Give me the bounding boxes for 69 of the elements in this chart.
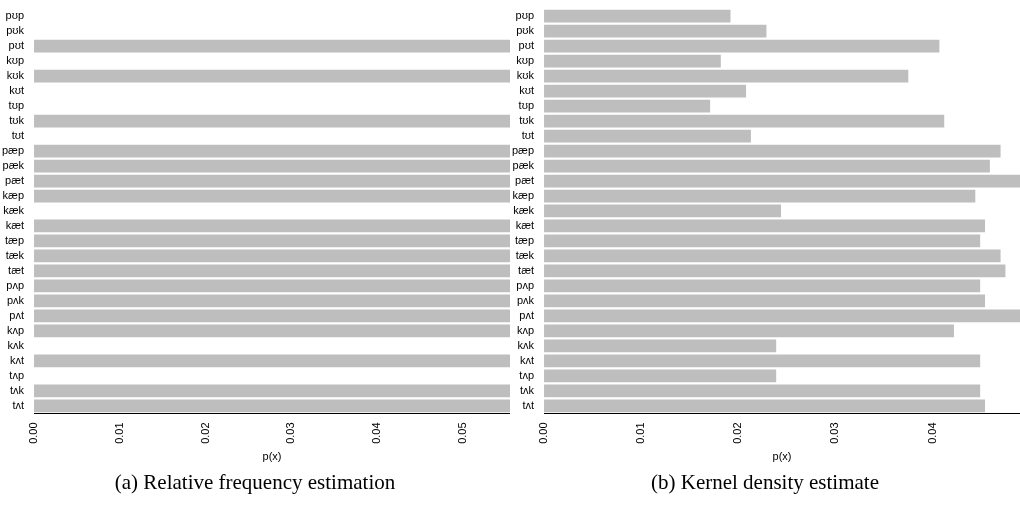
y-tick-label: tʊk — [9, 114, 25, 127]
y-tick-label: kʌk — [517, 338, 535, 351]
y-tick-label: pæp — [511, 144, 535, 157]
x-tick-label: 0.05 — [455, 422, 468, 444]
y-tick-label: tæt — [518, 264, 535, 276]
y-tick-label: pʊk — [6, 24, 25, 37]
y-tick-label: pæt — [515, 174, 535, 187]
text: (b) Kernel density estimate — [650, 470, 880, 495]
y-tick-label: pʌt — [9, 308, 25, 321]
y-tick-label: kæp — [512, 189, 535, 202]
x-tick-label: 0.03 — [828, 422, 841, 444]
y-tick-label: kæt — [5, 219, 25, 232]
y-tick-label: kʊt — [9, 84, 25, 97]
y-tick-label: kʊk — [6, 69, 25, 82]
y-tick-label: tæp — [515, 234, 535, 247]
y-tick-label: tʌt — [12, 398, 25, 411]
y-tick-label: tʌp — [9, 368, 25, 381]
y-tick-label: tʌt — [522, 398, 535, 411]
y-tick-label: pʊp — [5, 9, 25, 22]
y-tick-label: kʊp — [6, 54, 25, 67]
y-tick-label: tʌk — [9, 383, 25, 396]
y-tick-label: pæt — [5, 174, 25, 187]
y-tick-label: kæp — [2, 189, 25, 202]
y-tick-label: kæk — [513, 204, 535, 217]
x-tick-label: 0.02 — [198, 422, 211, 444]
x-tick-label: 0.04 — [925, 422, 938, 444]
y-tick-label: tæt — [8, 264, 25, 276]
y-tick-label: pæk — [2, 159, 25, 172]
y-tick-label: tæk — [515, 249, 535, 261]
y-tick-label: pʌk — [516, 293, 535, 306]
y-tick-label: pʌp — [516, 278, 535, 291]
y-tick-label: kʌk — [7, 338, 25, 351]
y-tick-label: kʊt — [519, 84, 535, 97]
y-tick-label: tʊk — [519, 114, 535, 127]
y-tick-label: pʊp — [515, 9, 535, 22]
x-tick-label: 0.01 — [112, 422, 125, 444]
y-tick-label: kʌt — [9, 353, 25, 366]
y-tick-label: kʌp — [6, 323, 25, 336]
y-tick-label: pʊt — [8, 39, 25, 52]
x-tick-label: 0.00 — [537, 422, 550, 444]
y-tick-label: tʊt — [11, 129, 25, 142]
y-tick-label: kʌt — [519, 353, 535, 366]
y-tick-label: pæp — [1, 144, 25, 157]
y-tick-label: pʌk — [6, 293, 25, 306]
y-tick-label: tʊt — [521, 129, 535, 142]
y-tick-label: tʊp — [8, 99, 25, 112]
y-tick-label: kʌp — [516, 323, 535, 336]
text: (a) Relative frequency estimation — [113, 470, 397, 495]
y-tick-label: kæt — [515, 219, 535, 232]
y-tick-label: tæk — [5, 249, 25, 261]
y-tick-label: kʊp — [516, 54, 535, 67]
x-tick-label: 0.02 — [731, 422, 744, 444]
x-tick-label: 0.00 — [27, 422, 40, 444]
y-tick-label: tʌp — [519, 368, 535, 381]
y-tick-label: pæk — [512, 159, 535, 172]
x-axis-title: p(x) — [262, 450, 282, 463]
x-axis-title: p(x) — [772, 450, 792, 463]
y-tick-label: tʌk — [519, 383, 535, 396]
y-tick-label: tæp — [5, 234, 25, 247]
y-tick-label: pʌp — [6, 278, 25, 291]
y-tick-label: pʊk — [516, 24, 535, 37]
x-tick-label: 0.03 — [284, 422, 297, 444]
x-tick-label: 0.04 — [370, 422, 383, 444]
y-tick-label: pʊt — [518, 39, 535, 52]
y-tick-label: tʊp — [518, 99, 535, 112]
y-tick-label: kʊk — [516, 69, 535, 82]
x-tick-label: 0.01 — [634, 422, 647, 444]
y-tick-label: kæk — [3, 204, 25, 217]
y-tick-label: pʌt — [519, 308, 535, 321]
